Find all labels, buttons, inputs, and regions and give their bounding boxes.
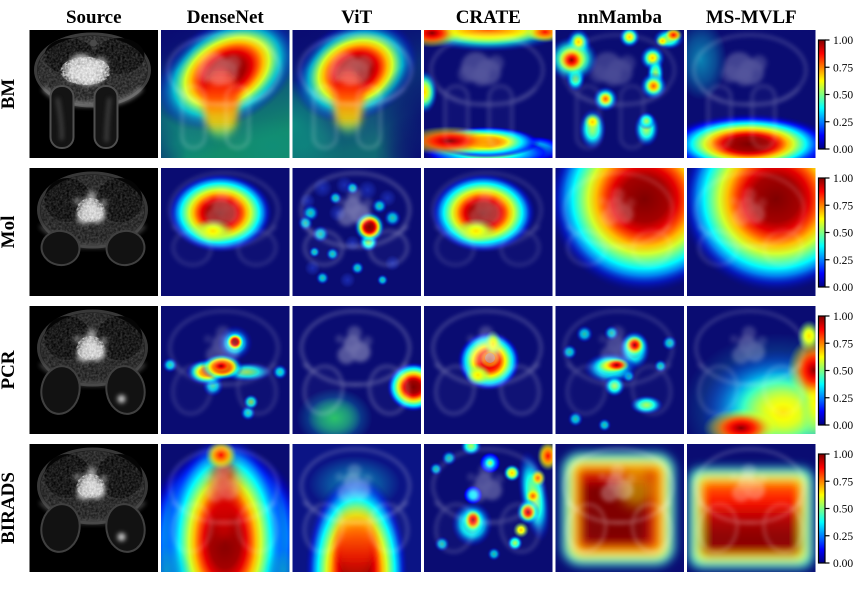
svg-text:PCR: PCR	[0, 350, 19, 389]
svg-text:ViT: ViT	[341, 7, 372, 28]
svg-text:0.75: 0.75	[833, 200, 853, 212]
svg-text:DenseNet: DenseNet	[187, 7, 265, 28]
svg-text:0.00: 0.00	[833, 558, 853, 570]
svg-text:0.75: 0.75	[833, 338, 853, 350]
svg-text:nnMamba: nnMamba	[578, 7, 663, 28]
svg-text:0.75: 0.75	[833, 62, 853, 74]
svg-text:BM: BM	[0, 79, 19, 110]
svg-text:Source: Source	[66, 7, 122, 28]
svg-text:1.00: 1.00	[833, 449, 853, 461]
svg-text:0.50: 0.50	[833, 90, 853, 102]
svg-text:0.00: 0.00	[833, 282, 853, 294]
svg-text:0.50: 0.50	[833, 504, 853, 516]
svg-text:0.25: 0.25	[833, 117, 853, 129]
svg-text:0.25: 0.25	[833, 531, 853, 543]
svg-text:0.50: 0.50	[833, 228, 853, 240]
svg-text:0.75: 0.75	[833, 476, 853, 488]
svg-text:0.25: 0.25	[833, 255, 853, 267]
svg-text:Mol: Mol	[0, 216, 19, 249]
svg-text:BIRADS: BIRADS	[0, 472, 19, 544]
svg-text:0.00: 0.00	[833, 144, 853, 156]
svg-text:0.25: 0.25	[833, 393, 853, 405]
svg-text:1.00: 1.00	[833, 35, 853, 47]
svg-text:1.00: 1.00	[833, 311, 853, 323]
svg-text:0.00: 0.00	[833, 420, 853, 432]
svg-text:1.00: 1.00	[833, 173, 853, 185]
svg-text:CRATE: CRATE	[456, 7, 521, 28]
svg-text:0.50: 0.50	[833, 366, 853, 378]
svg-text:MS-MVLF: MS-MVLF	[706, 7, 797, 28]
